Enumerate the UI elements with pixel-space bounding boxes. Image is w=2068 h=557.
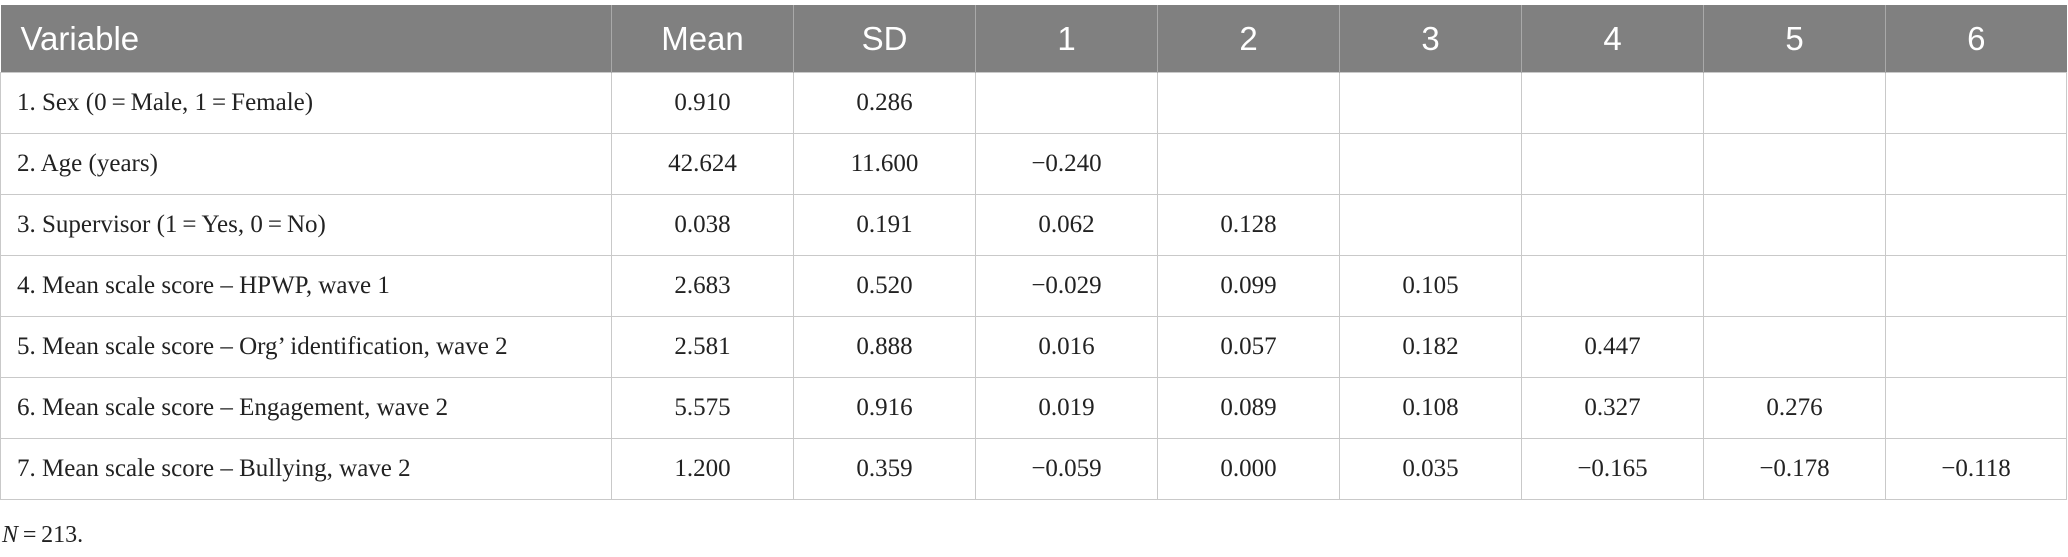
value-cell: 0.038	[611, 194, 794, 256]
table-row: 7. Mean scale score – Bullying, wave 2 1.…	[0, 438, 2067, 500]
value-cell	[1885, 377, 2067, 439]
value-cell: 0.089	[1157, 377, 1340, 439]
value-cell: 0.057	[1157, 316, 1340, 378]
value-cell: 0.359	[793, 438, 976, 500]
value-cell: 1.200	[611, 438, 794, 500]
value-cell: −0.029	[975, 255, 1158, 317]
note-text: = 213.	[18, 522, 84, 548]
value-cell	[1885, 72, 2067, 134]
variable-cell: 5. Mean scale score – Org’ identificatio…	[0, 316, 612, 378]
value-cell: −0.178	[1703, 438, 1886, 500]
variable-cell: 7. Mean scale score – Bullying, wave 2	[0, 438, 612, 500]
value-cell	[1339, 194, 1522, 256]
header-cell: 1	[975, 5, 1158, 73]
value-cell: 0.276	[1703, 377, 1886, 439]
value-cell	[1521, 194, 1704, 256]
value-cell: 0.105	[1339, 255, 1522, 317]
header-cell: 2	[1157, 5, 1340, 73]
table-row: 3. Supervisor (1 = Yes, 0 = No) 0.038 0.19…	[0, 194, 2067, 256]
value-cell: −0.118	[1885, 438, 2067, 500]
value-cell: 0.286	[793, 72, 976, 134]
table-body: 1. Sex (0 = Male, 1 = Female) 0.910 0.286 2…	[0, 72, 2067, 500]
value-cell: 0.916	[793, 377, 976, 439]
note-symbol: N	[2, 522, 19, 548]
value-cell: 0.099	[1157, 255, 1340, 317]
header-cell: 3	[1339, 5, 1522, 73]
value-cell	[1703, 316, 1886, 378]
value-cell: 0.447	[1521, 316, 1704, 378]
header-row: Variable Mean SD 1 2 3 4 5 6	[0, 5, 2067, 73]
variable-cell: 4. Mean scale score – HPWP, wave 1	[0, 255, 612, 317]
correlation-table: Variable Mean SD 1 2 3 4 5 6 1. Sex (0 = Male, 1…	[0, 5, 2067, 500]
value-cell: 0.910	[611, 72, 794, 134]
header-cell: Mean	[611, 5, 794, 73]
value-cell: 0.191	[793, 194, 976, 256]
variable-cell: 1. Sex (0 = Male, 1 = Female)	[0, 72, 612, 134]
table-row: 4. Mean scale score – HPWP, wave 1 2.683 0…	[0, 255, 2067, 317]
table-row: 5. Mean scale score – Org’ identificatio…	[0, 316, 2067, 378]
value-cell	[1703, 194, 1886, 256]
value-cell	[1339, 133, 1522, 195]
value-cell: 0.128	[1157, 194, 1340, 256]
header-cell: 6	[1885, 5, 2067, 73]
value-cell: 42.624	[611, 133, 794, 195]
variable-cell: 6. Mean scale score – Engagement, wave 2	[0, 377, 612, 439]
value-cell: 0.888	[793, 316, 976, 378]
value-cell: −0.240	[975, 133, 1158, 195]
value-cell	[1885, 316, 2067, 378]
value-cell: 2.581	[611, 316, 794, 378]
value-cell	[1521, 255, 1704, 317]
value-cell: 5.575	[611, 377, 794, 439]
table-row: 2. Age (years) 42.624 11.600 −0.240	[0, 133, 2067, 195]
value-cell	[1703, 72, 1886, 134]
value-cell: 0.016	[975, 316, 1158, 378]
value-cell: 11.600	[793, 133, 976, 195]
value-cell: 0.520	[793, 255, 976, 317]
variable-cell: 3. Supervisor (1 = Yes, 0 = No)	[0, 194, 612, 256]
value-cell	[1339, 72, 1522, 134]
value-cell	[1885, 194, 2067, 256]
value-cell	[1157, 72, 1340, 134]
header-cell: 5	[1703, 5, 1886, 73]
value-cell	[1521, 133, 1704, 195]
value-cell: 0.327	[1521, 377, 1704, 439]
value-cell	[1703, 255, 1886, 317]
value-cell: −0.165	[1521, 438, 1704, 500]
variable-cell: 2. Age (years)	[0, 133, 612, 195]
value-cell	[1885, 133, 2067, 195]
table-row: 6. Mean scale score – Engagement, wave 2…	[0, 377, 2067, 439]
value-cell: 0.182	[1339, 316, 1522, 378]
value-cell: 0.062	[975, 194, 1158, 256]
value-cell: 2.683	[611, 255, 794, 317]
header-cell: 4	[1521, 5, 1704, 73]
value-cell: 0.108	[1339, 377, 1522, 439]
value-cell: 0.035	[1339, 438, 1522, 500]
value-cell	[975, 72, 1158, 134]
value-cell	[1521, 72, 1704, 134]
value-cell	[1885, 255, 2067, 317]
value-cell: 0.000	[1157, 438, 1340, 500]
table-row: 1. Sex (0 = Male, 1 = Female) 0.910 0.286	[0, 72, 2067, 134]
value-cell	[1703, 133, 1886, 195]
value-cell	[1157, 133, 1340, 195]
value-cell: 0.019	[975, 377, 1158, 439]
header-cell: Variable	[0, 5, 612, 73]
value-cell: −0.059	[975, 438, 1158, 500]
header-cell: SD	[793, 5, 976, 73]
footnote: N = 213.	[2, 522, 83, 549]
